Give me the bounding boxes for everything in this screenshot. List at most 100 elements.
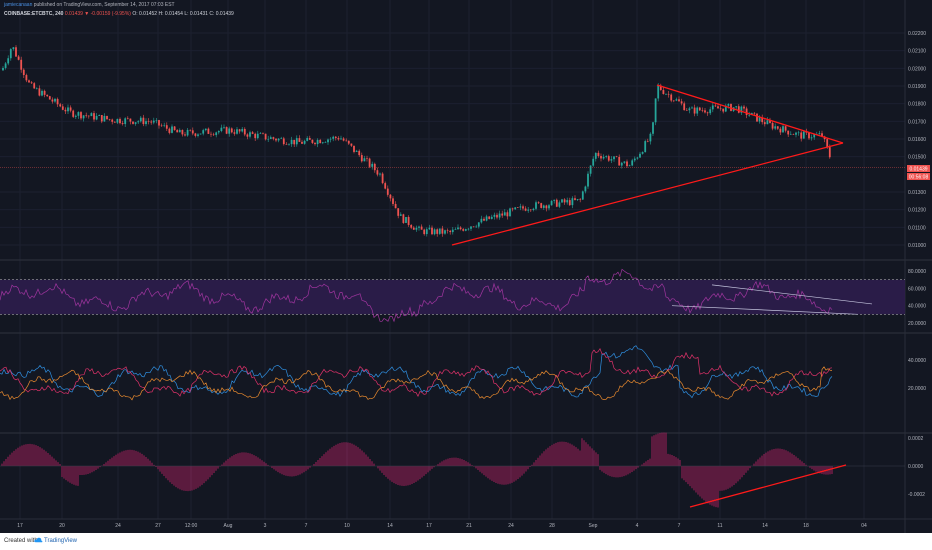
candle-body [67, 107, 69, 112]
candle-body [454, 229, 457, 230]
candle-body [319, 139, 322, 144]
tradingview-brand[interactable]: TradingView [44, 538, 78, 544]
candle-body [282, 138, 285, 145]
candle-body [428, 227, 431, 230]
candle-body [425, 229, 428, 235]
candle-body [72, 110, 75, 117]
time-tick-label: 24 [115, 523, 121, 529]
macd-tick-label: -0.0002 [908, 492, 925, 498]
candle-body [756, 113, 758, 122]
time-tick-label: 17 [426, 523, 432, 529]
candle-body [20, 59, 23, 70]
candle-body [506, 212, 509, 217]
candle-body [262, 133, 264, 135]
macd-histogram-pane [0, 432, 905, 508]
candle-body [821, 133, 823, 137]
candle-body [628, 165, 631, 167]
symbol-name[interactable]: COINBASE:ETCBTC, 240 [4, 11, 64, 17]
candle-body [405, 217, 407, 223]
rsi-tick-label: 40.0000 [908, 304, 926, 310]
candle-body [719, 108, 722, 110]
candle-body [137, 121, 140, 123]
candle-body [93, 113, 95, 120]
candle-body [228, 128, 231, 134]
price-tick-label: 0.02200 [908, 31, 926, 37]
candle-body [194, 133, 197, 136]
candle-body [714, 105, 717, 107]
candle-body [444, 230, 446, 234]
price-tick-label: 0.01100 [908, 225, 926, 231]
candle-body [303, 140, 306, 144]
candle-body [215, 132, 218, 136]
candle-body [129, 118, 132, 122]
candle-body [368, 158, 371, 167]
rsi-tick-label: 60.0000 [908, 286, 926, 292]
candle-body [366, 158, 368, 159]
time-tick-label: 4 [636, 523, 639, 529]
dmi-tick-label: 20.0000 [908, 386, 926, 392]
candle-body [602, 156, 605, 159]
candle-body [522, 206, 524, 209]
candle-body [641, 152, 644, 154]
candle-body [685, 110, 688, 111]
candle-body [41, 90, 43, 96]
candle-body [69, 107, 72, 111]
candle-body [74, 115, 77, 117]
candle-body [223, 127, 225, 128]
candle-body [480, 218, 483, 223]
macd-tick-label: 0.0000 [908, 464, 924, 470]
candle-body [748, 114, 751, 116]
candle-body [587, 173, 589, 187]
time-tick-label: 28 [549, 523, 555, 529]
dmi-minus-line [0, 347, 833, 398]
candle-body [537, 202, 540, 204]
candle-body [113, 121, 116, 123]
candle-body [399, 214, 402, 216]
candle-body [311, 139, 314, 143]
candle-body [384, 183, 387, 189]
time-tick-label: 21 [466, 523, 472, 529]
dmi-tick-label: 40.0000 [908, 358, 926, 364]
candle-body [251, 132, 254, 134]
candle-body [51, 99, 54, 102]
candle-body [241, 128, 244, 132]
candle-body [561, 199, 563, 203]
candle-body [548, 205, 550, 209]
candle-body [9, 49, 12, 59]
candle-body [639, 153, 641, 158]
candle-body [272, 137, 275, 139]
candle-body [758, 117, 761, 122]
candle-body [787, 130, 790, 135]
candle-body [571, 198, 574, 206]
candle-body [324, 142, 327, 143]
candle-body [160, 125, 163, 127]
time-tick-label: 12:00 [185, 523, 198, 529]
candle-body [613, 156, 615, 160]
candle-body [25, 75, 28, 81]
candle-body [165, 125, 168, 129]
candle-body [584, 186, 587, 192]
last-price-tag-bg [907, 165, 930, 172]
candle-body [56, 98, 59, 105]
candle-body [519, 206, 522, 208]
candle-body [269, 137, 272, 139]
candle-body [306, 138, 309, 141]
chart-canvas[interactable]: 0.02200 0.02100 0.02000 0.01900 0.01800 0.017… [0, 0, 932, 533]
candle-body [371, 163, 374, 167]
candle-body [568, 200, 571, 206]
candle-body [462, 229, 465, 231]
candle-body [438, 228, 441, 234]
candle-body [826, 139, 829, 148]
candle-body [446, 230, 449, 231]
candle-body [550, 200, 553, 206]
time-tick-label: 7 [678, 523, 681, 529]
candle-body [184, 134, 186, 136]
candle-body [594, 152, 597, 159]
candle-body [254, 133, 257, 139]
last-price-tag: 0.01439 00:56:08 [907, 165, 930, 180]
candle-body [259, 133, 262, 135]
candle-body [724, 105, 727, 112]
author-link[interactable]: jamiecanaan [4, 2, 33, 8]
candle-body [410, 224, 413, 228]
candle-body [173, 126, 176, 131]
